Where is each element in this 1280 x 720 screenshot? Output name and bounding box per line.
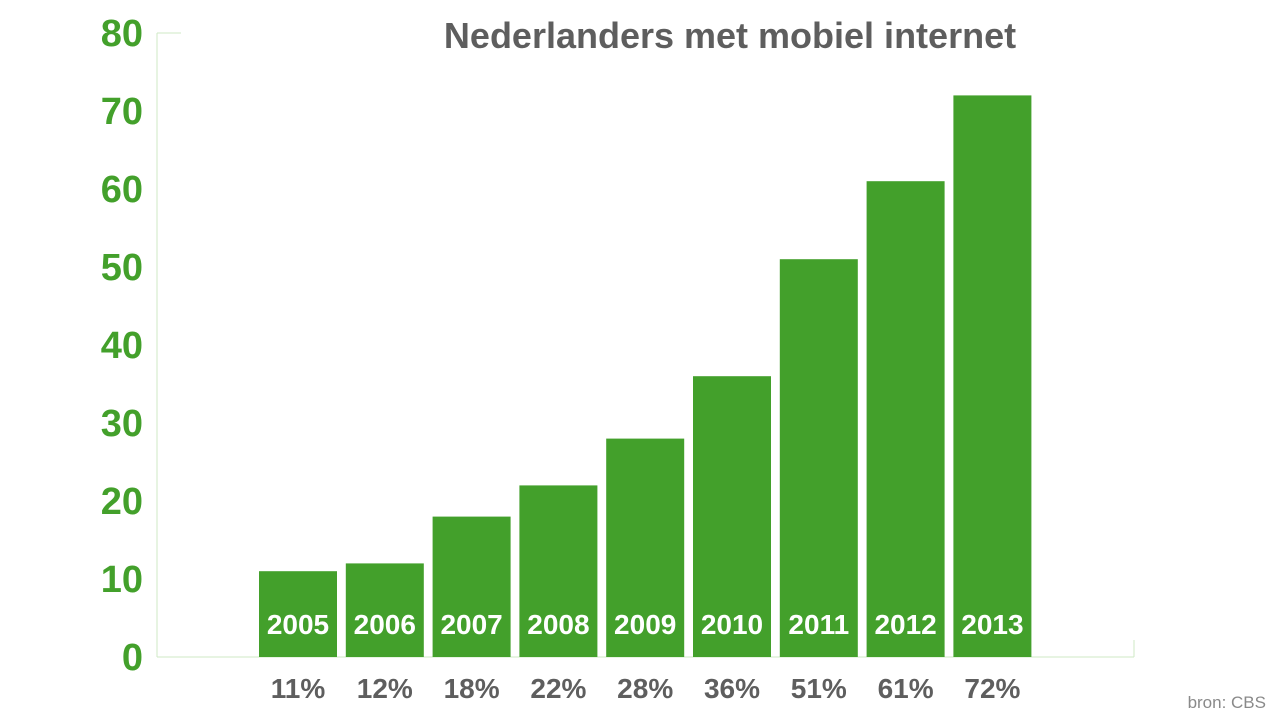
bar-value-label: 18% [444, 673, 500, 704]
y-tick-label: 20 [101, 481, 143, 523]
y-tick-label: 60 [101, 169, 143, 211]
bar-value-label: 22% [530, 673, 586, 704]
bar-value-label: 12% [357, 673, 413, 704]
bar [259, 571, 337, 657]
bar-year-label: 2005 [267, 609, 329, 640]
bar-year-label: 2007 [440, 609, 502, 640]
bars [259, 95, 1032, 657]
bar-value-label: 61% [878, 673, 934, 704]
bar-year-label: 2012 [874, 609, 936, 640]
bar-year-label: 2011 [788, 609, 849, 640]
y-tick-label: 0 [122, 637, 143, 679]
bar-year-label: 2006 [354, 609, 416, 640]
y-tick-label: 50 [101, 247, 143, 289]
bar-value-label: 72% [964, 673, 1020, 704]
y-tick-label: 40 [101, 325, 143, 367]
y-tick-labels: 0 10 20 30 40 50 60 70 80 [101, 13, 143, 679]
bar [779, 259, 858, 657]
bar [519, 485, 598, 657]
bar-value-label: 28% [617, 673, 673, 704]
y-tick-label: 80 [101, 13, 143, 55]
value-labels: 11% 12% 18% 22% 28% 36% 51% 61% 72% [271, 673, 1021, 704]
bar-year-label: 2010 [701, 609, 763, 640]
y-tick-label: 10 [101, 559, 143, 601]
bar-year-label: 2009 [614, 609, 676, 640]
bar-value-label: 36% [704, 673, 760, 704]
y-tick-label: 30 [101, 403, 143, 445]
bar-value-label: 51% [791, 673, 847, 704]
bar [866, 181, 945, 657]
y-tick-label: 70 [101, 91, 143, 133]
bar [693, 376, 771, 657]
source-note: bron: CBS [1188, 693, 1266, 712]
year-labels: 2005 2006 2007 2008 2009 2010 2011 2012 2013 [267, 609, 1024, 640]
bar-year-label: 2013 [961, 609, 1023, 640]
bar [953, 95, 1032, 657]
bar-value-label: 11% [271, 673, 326, 704]
bar-year-label: 2008 [527, 609, 589, 640]
bar [432, 516, 511, 657]
bar [606, 438, 685, 657]
chart-title: Nederlanders met mobiel internet [444, 15, 1016, 56]
bar [345, 563, 424, 657]
